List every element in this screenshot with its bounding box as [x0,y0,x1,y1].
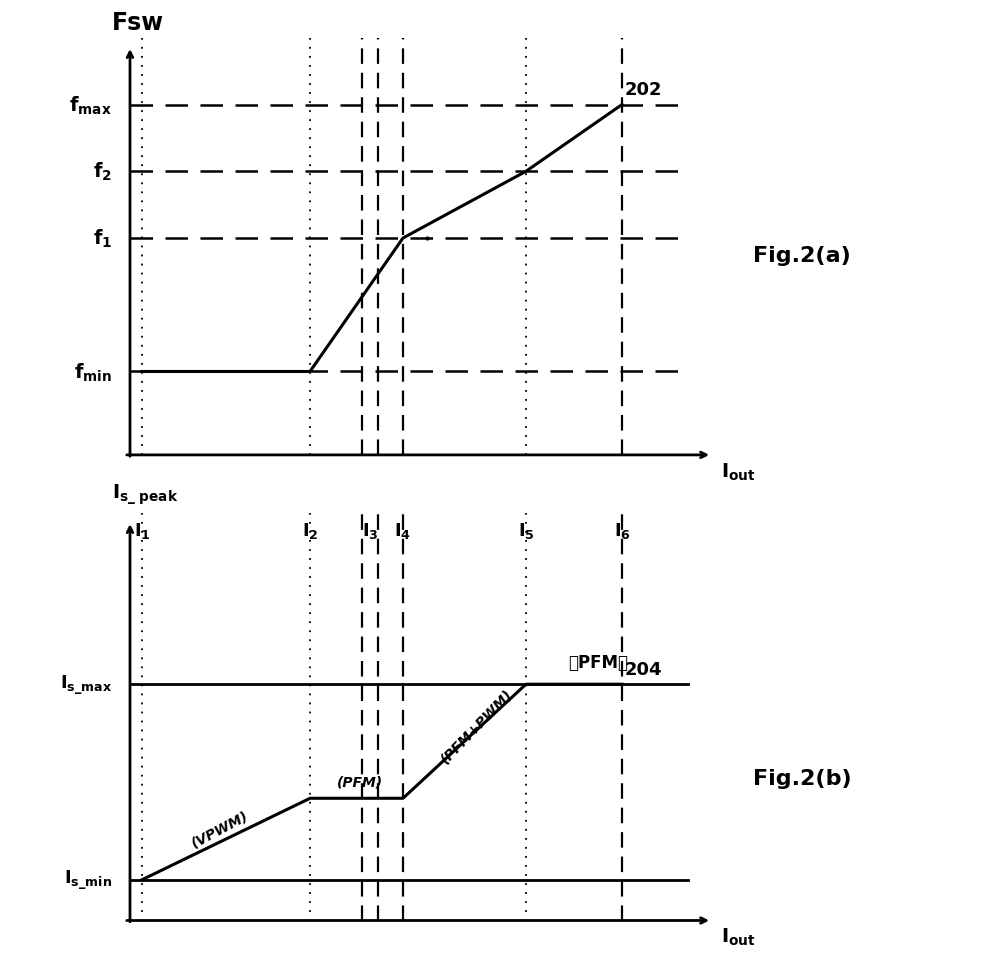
Text: $\mathbf{I_{6}}$: $\mathbf{I_{6}}$ [614,520,630,540]
Text: (VPWM): (VPWM) [189,808,251,850]
Text: $\mathbf{I_{out}}$: $\mathbf{I_{out}}$ [721,926,756,948]
Text: $\mathbf{f_{min}}$: $\mathbf{f_{min}}$ [74,361,112,383]
Text: (PFM+PWM): (PFM+PWM) [438,685,515,765]
Text: Fig.2(a): Fig.2(a) [753,245,851,266]
Text: $\mathbf{f_1}$: $\mathbf{f_1}$ [93,228,112,250]
Text: $\mathbf{f_2}$: $\mathbf{f_2}$ [93,161,112,183]
Text: $\mathbf{f_{max}}$: $\mathbf{f_{max}}$ [69,94,112,116]
Text: Fig.2(b): Fig.2(b) [753,768,851,788]
Text: $\mathbf{I_{s\_min}}$: $\mathbf{I_{s\_min}}$ [64,868,112,891]
Text: (PFM): (PFM) [336,775,383,789]
Text: $\mathbf{I_{2}}$: $\mathbf{I_{2}}$ [302,520,318,540]
Text: $\mathbf{I_{s\_\ peak}}$: $\mathbf{I_{s\_\ peak}}$ [112,482,178,506]
Text: 204: 204 [625,661,662,678]
Text: $\mathbf{I_{out}}$: $\mathbf{I_{out}}$ [721,461,756,483]
Text: $\mathbf{I_{5}}$: $\mathbf{I_{5}}$ [518,520,534,540]
Text: Fsw: Fsw [112,11,164,35]
Text: $\mathbf{I_{s\_max}}$: $\mathbf{I_{s\_max}}$ [60,672,112,696]
Text: 202: 202 [625,81,662,99]
Text: $\mathbf{I_{1}}$: $\mathbf{I_{1}}$ [134,520,150,540]
Text: （PFM）: （PFM） [568,653,628,672]
Text: $\mathbf{I_{4}}$: $\mathbf{I_{4}}$ [394,520,412,540]
Text: $\mathbf{I_{3}}$: $\mathbf{I_{3}}$ [362,520,378,540]
